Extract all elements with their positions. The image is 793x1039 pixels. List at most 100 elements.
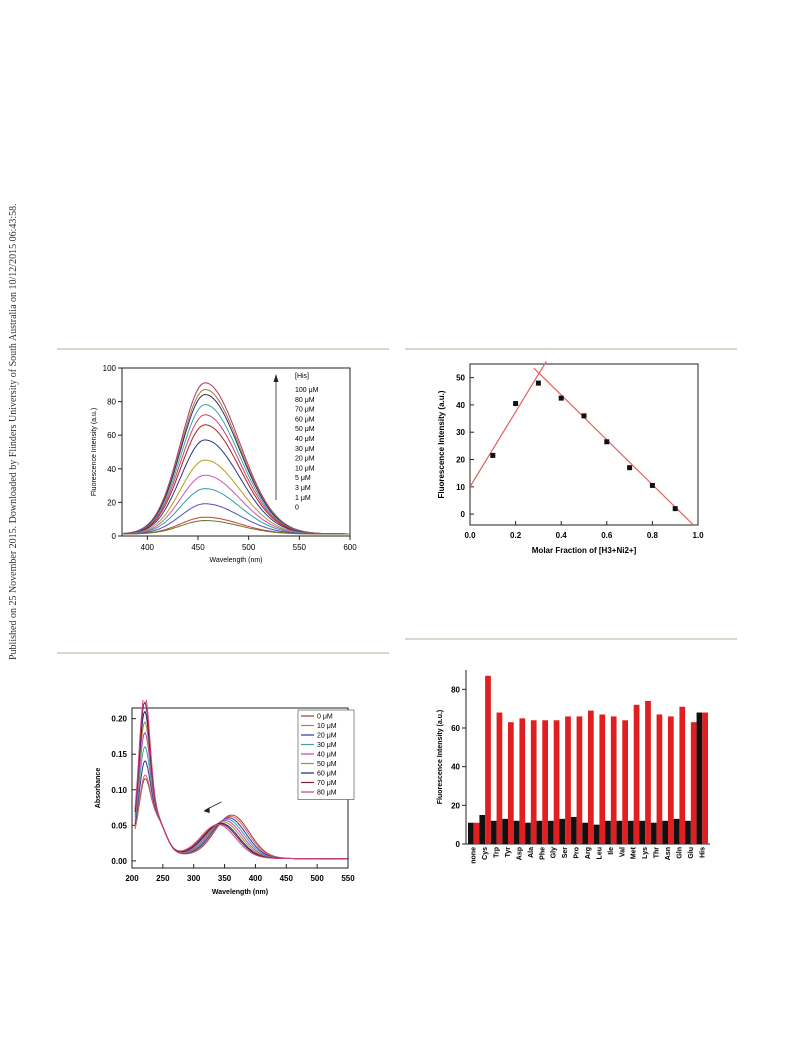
bar [502, 818, 508, 844]
y-tick-label: 0 [456, 840, 461, 849]
x-tick-label: Val [619, 847, 626, 857]
y-tick-label: 0.20 [111, 715, 127, 724]
divider [57, 652, 389, 654]
x-axis-label: Molar Fraction of [H3+Ni2+] [532, 546, 637, 555]
data-point [513, 401, 519, 407]
bar [639, 820, 646, 844]
fit-line [533, 367, 694, 526]
x-tick-label: Gln [676, 847, 683, 859]
legend-entry: 30 μM [317, 742, 337, 749]
bar [656, 714, 663, 844]
bar [593, 824, 600, 844]
x-tick-label: Gly [551, 847, 558, 858]
y-tick-label: 20 [107, 498, 116, 507]
x-tick-label: 550 [341, 874, 355, 883]
legend-entry: 100 μM [295, 387, 319, 394]
y-tick-label: 10 [456, 483, 465, 492]
series-line [121, 382, 349, 535]
y-tick-label: 0.15 [111, 750, 127, 759]
x-tick-label: 300 [187, 874, 201, 883]
x-axis-label: Wavelength (nm) [209, 557, 262, 564]
x-tick-label: none [471, 847, 478, 864]
legend-entry: 40 μM [295, 436, 315, 443]
y-axis-label: Fluorescence Intensity (a.u.) [91, 408, 98, 496]
arrow-head [203, 807, 210, 814]
bar [668, 716, 674, 844]
y-axis-label: Fluorescence Intensity (a.u.) [437, 390, 446, 498]
plot-frame [469, 363, 699, 526]
legend-entry: 50 μM [317, 761, 337, 768]
legend-entry: 10 μM [317, 723, 337, 730]
bar [553, 720, 560, 844]
y-axis-label: Fluorescence Intensity (a.u.) [437, 710, 444, 805]
x-tick-label: Lys [642, 847, 649, 859]
legend-entry: 5 μM [295, 475, 311, 482]
series-line [121, 488, 349, 535]
legend-title: [His] [295, 373, 309, 380]
y-tick-label: 80 [451, 685, 460, 694]
y-tick-label: 20 [456, 456, 465, 465]
job-plot-chart: 0.0 0.2 0.4 0.6 0.8 1.0 0 10 20 30 40 50 Molar Fract… [437, 360, 704, 555]
x-tick-label: Asn [665, 847, 672, 860]
x-tick-label: 0.2 [510, 531, 522, 540]
x-tick-label: Ala [528, 847, 535, 858]
bar [588, 710, 594, 844]
divider [405, 638, 737, 640]
series-line [122, 519, 349, 535]
x-tick-label: 0.4 [556, 531, 568, 540]
legend-entry: 20 μM [317, 733, 337, 740]
x-tick-label: 1.0 [692, 531, 704, 540]
x-tick-label: Ser [562, 847, 569, 859]
data-point [604, 439, 610, 445]
x-tick-label: Asp [516, 847, 523, 860]
side-note: Published on 25 November 2015. Downloade… [8, 160, 20, 660]
legend-entry: 70 μM [295, 407, 315, 414]
x-tick-label: 500 [242, 543, 256, 552]
y-tick-label: 80 [107, 398, 116, 407]
bar [622, 720, 628, 844]
x-tick-label: Trp [494, 847, 501, 858]
selectivity-bar-chart: 0 20 40 60 80 Fluorescence Intensity (a.u.) no… [437, 670, 710, 864]
bar [548, 820, 554, 844]
bar [570, 816, 577, 844]
y-tick-label: 40 [107, 465, 116, 474]
legend-entry: 80 μM [295, 397, 315, 404]
y-axis-label: Absorbance [95, 768, 102, 809]
y-tick-label: 0 [112, 532, 117, 541]
x-tick-label: Pro [574, 847, 581, 859]
bar [525, 822, 531, 844]
bar [496, 712, 503, 844]
side-note-text: Published on 25 November 2015. Downloade… [8, 203, 19, 660]
x-tick-label: Tyr [505, 847, 512, 858]
y-tick-label: 40 [451, 763, 460, 772]
x-tick-label: 550 [293, 543, 307, 552]
x-tick-label: 400 [141, 543, 155, 552]
legend-entry: 30 μM [295, 446, 315, 453]
data-point [535, 380, 541, 386]
data-point [672, 506, 678, 512]
bar [468, 822, 474, 844]
data-point [649, 482, 655, 488]
fit-line [469, 360, 547, 488]
legend-entry: 80 μM [317, 790, 337, 797]
x-tick-label: 400 [249, 874, 263, 883]
bar [690, 722, 697, 844]
legend-entry: 20 μM [295, 456, 315, 463]
legend-entry: 3 μM [295, 485, 311, 492]
x-tick-label: 450 [280, 874, 294, 883]
legend-entry: 70 μM [317, 780, 337, 787]
series-line [134, 700, 348, 860]
x-tick-label: 0.6 [601, 531, 613, 540]
x-tick-label: Phe [539, 847, 546, 860]
bar [542, 720, 548, 844]
bar [519, 718, 526, 844]
y-tick-label: 50 [456, 374, 465, 383]
bar [576, 716, 583, 844]
bar [662, 820, 668, 844]
bar [605, 820, 611, 844]
x-axis-label: Wavelength (nm) [212, 889, 268, 896]
bar [696, 712, 703, 844]
data-point [490, 452, 496, 458]
x-tick-label: Arg [585, 847, 592, 859]
y-tick-label: 60 [107, 431, 116, 440]
